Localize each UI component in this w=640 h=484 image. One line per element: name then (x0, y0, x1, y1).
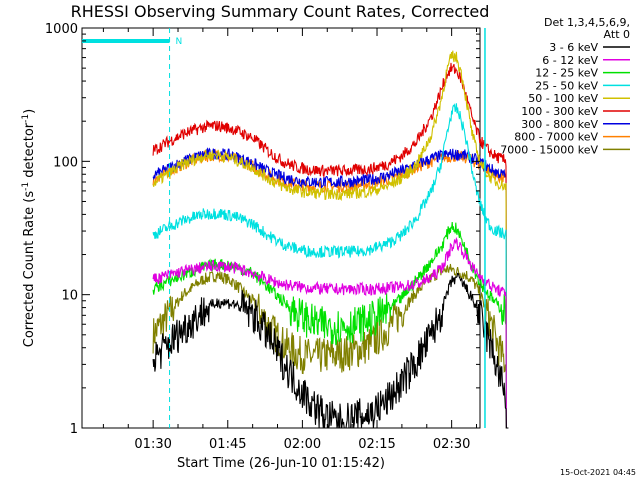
y-axis-label-sup-1: -1 (21, 182, 31, 191)
y-axis-label-main: Corrected Count Rate (s (22, 191, 37, 348)
legend-label: 12 - 25 keV (535, 67, 598, 80)
x-axis-label: Start Time (26-Jun-10 01:15:42) (177, 456, 385, 471)
legend-label: 6 - 12 keV (542, 54, 598, 67)
x-tick-label: 02:00 (284, 437, 321, 452)
night-interval-layer: N (82, 28, 486, 428)
y-axis-label: Corrected Count Rate (s-1 detector-1) (21, 109, 37, 347)
x-tick-label: 01:45 (209, 437, 246, 452)
x-tick-label: 02:15 (358, 437, 395, 452)
axis-ticks: 01:30 01:45 02:00 02:15 02:30 1 10 100 1000 (45, 22, 480, 452)
series-line-3-6-kev (152, 272, 509, 429)
chart-title: RHESSI Observing Summary Count Rates, Co… (71, 2, 490, 21)
legend-label: 800 - 7000 keV (514, 131, 598, 144)
y-axis-label-tail: ) (22, 109, 37, 114)
y-axis-label-mid: detector (22, 122, 37, 182)
series-line-7000-15000-kev (152, 263, 509, 429)
series-line-100-300-kev (152, 62, 509, 429)
legend-header-attenuator: Att 0 (604, 28, 630, 41)
x-tick-label: 02:30 (433, 437, 470, 452)
y-tick-label: 100 (53, 155, 78, 170)
legend-label: 100 - 300 keV (521, 105, 598, 118)
plot-area (81, 27, 481, 429)
legend-label: 3 - 6 keV (549, 41, 598, 54)
x-tick-label: 01:30 (134, 437, 171, 452)
y-tick-label: 1 (70, 422, 78, 437)
legend-label: 7000 - 15000 keV (500, 143, 598, 156)
y-tick-label: 1000 (45, 22, 78, 37)
legend-label: 50 - 100 keV (528, 92, 598, 105)
legend-header: Det 1,3,4,5,6,9, (544, 16, 630, 29)
series-line-6-12-kev (152, 236, 509, 429)
legend-label: 25 - 50 keV (535, 79, 598, 92)
y-axis-label-sup-2: -1 (21, 114, 31, 123)
series-layer (152, 50, 509, 429)
date-stamp: 15-Oct-2021 04:45 (560, 468, 636, 477)
series-line-50-100-kev (152, 50, 509, 429)
legend-label: 300 - 800 keV (521, 118, 598, 131)
night-marker-label: N (176, 37, 183, 47)
series-line-25-50-kev (152, 103, 509, 429)
y-tick-label: 10 (61, 289, 78, 304)
